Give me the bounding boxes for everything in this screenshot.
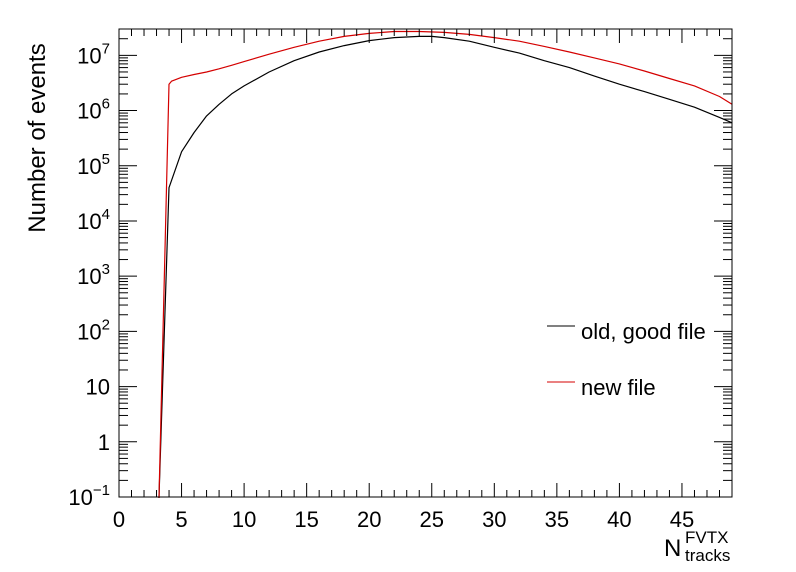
y-tick-label: 10 xyxy=(86,375,110,400)
labels-layer: 0 5 10 15 20 25 30 35 40 4510−1110102103104105106… xyxy=(68,40,694,532)
legend: old, good file new file xyxy=(547,319,706,400)
legend-label-new-file: new file xyxy=(581,375,656,400)
x-tick-label: 35 xyxy=(545,507,569,532)
x-tick-label: 10 xyxy=(232,507,256,532)
y-tick-label: 1 xyxy=(98,430,110,455)
x-tick-label: 25 xyxy=(420,507,444,532)
y-axis-title: Number of events xyxy=(24,43,51,232)
x-tick-label: 15 xyxy=(294,507,318,532)
x-tick-label: 45 xyxy=(670,507,694,532)
legend-label-old-good-file: old, good file xyxy=(581,319,706,344)
series-line-old-good-file xyxy=(158,35,733,498)
x-axis-title-superscript: FVTX xyxy=(685,528,728,547)
x-axis-title: N xyxy=(664,535,681,562)
x-tick-label: 5 xyxy=(175,507,187,532)
plot-frame xyxy=(118,28,733,498)
y-tick-label: 105 xyxy=(77,151,110,179)
x-tick-label: 30 xyxy=(482,507,506,532)
x-tick-label: 20 xyxy=(357,507,381,532)
x-tick-label: 40 xyxy=(607,507,631,532)
x-axis-title-subscript: tracks xyxy=(685,546,730,565)
x-tick-label: 0 xyxy=(113,507,125,532)
